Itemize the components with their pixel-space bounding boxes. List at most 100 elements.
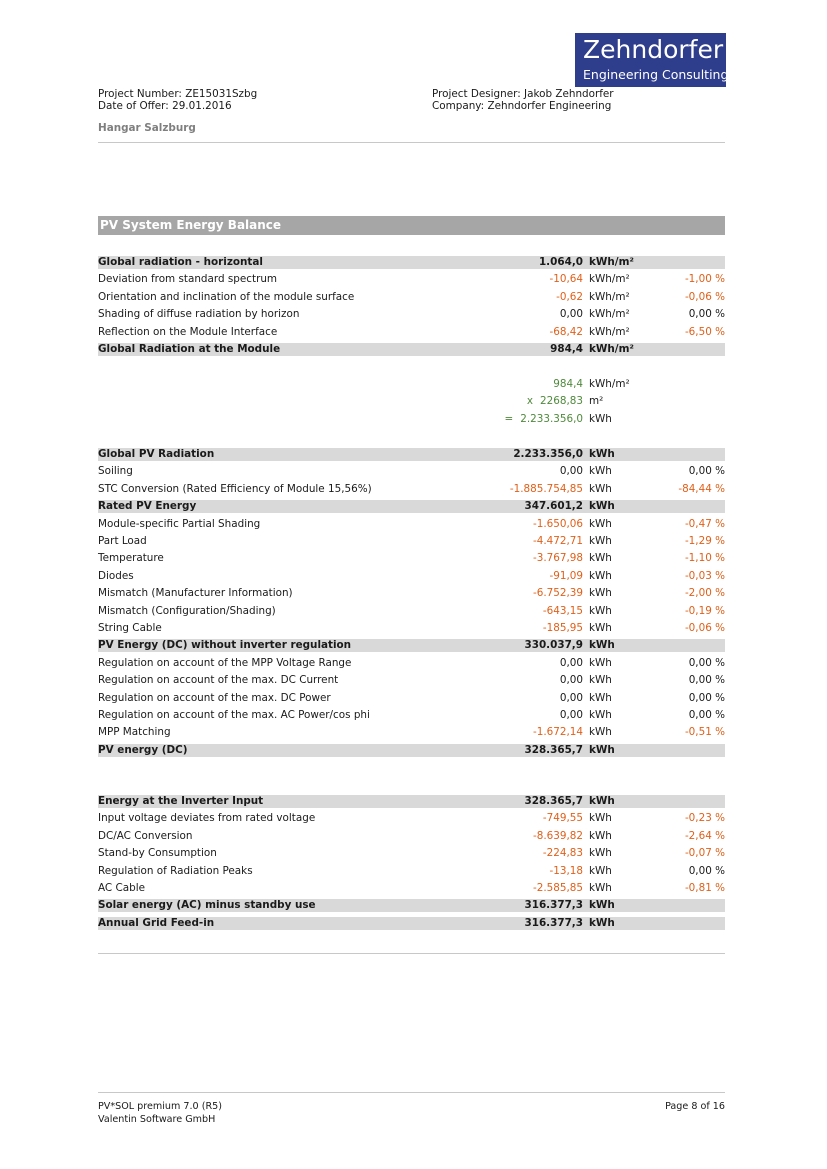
row-unit: kWh	[589, 709, 612, 721]
row-unit: kWh	[589, 812, 612, 825]
table-row: 2.233.356,0 = kWh	[0, 411, 827, 428]
row-unit: kWh/m²	[589, 256, 634, 268]
row-label: Deviation from standard spectrum	[98, 273, 278, 286]
project-designer: Project Designer: Jakob Zehndorfer	[432, 88, 614, 100]
table-row: Stand-by Consumption -224,83 kWh -0,07 %	[0, 845, 827, 862]
row-unit: kWh	[589, 795, 615, 807]
row-label: Regulation on account of the max. DC Pow…	[98, 691, 331, 704]
footer-page: Page 8 of 16	[665, 1101, 725, 1112]
row-label: Stand-by Consumption	[98, 847, 217, 860]
row-label: Energy at the Inverter Input	[98, 795, 264, 807]
row-unit: kWh	[589, 916, 615, 929]
table-row: Regulation on account of the max. DC Cur…	[0, 672, 827, 689]
table-row: Global radiation - horizontal 1.064,0 kWh/…	[0, 254, 827, 271]
row-label: Regulation on account of the max. AC Pow…	[98, 709, 370, 721]
row-percent: -6,50 %	[684, 325, 725, 338]
table-row: Global PV Radiation 2.233.356,0 kWh	[0, 446, 827, 463]
row-unit: kWh	[589, 500, 615, 513]
row-label: AC Cable	[98, 882, 145, 894]
row-label: Temperature	[98, 552, 164, 565]
row-unit: kWh	[589, 535, 612, 547]
row-unit: kWh/m²	[589, 343, 634, 355]
row-value: -8.639,82	[532, 829, 583, 842]
table-row: STC Conversion (Rated Efficiency of Modu…	[0, 481, 827, 498]
row-value: 0,00	[559, 465, 583, 478]
row-percent: -0,06 %	[684, 622, 725, 634]
row-percent: 0,00 %	[688, 864, 725, 877]
row-percent: 0,00 %	[688, 656, 725, 669]
project-name: Hangar Salzburg	[98, 122, 196, 134]
total-row-background	[98, 795, 725, 808]
row-value: 2.233.356,0	[520, 412, 583, 425]
row-label: Mismatch (Configuration/Shading)	[98, 604, 276, 617]
table-row: Diodes -91,09 kWh -0,03 %	[0, 568, 827, 585]
table-row: Rated PV Energy 347.601,2 kWh	[0, 498, 827, 515]
row-percent: -1,10 %	[684, 552, 725, 565]
table-row: Part Load -4.472,71 kWh -1,29 %	[0, 533, 827, 550]
row-value: -749,55	[542, 812, 583, 825]
row-value: 984,4	[553, 378, 583, 390]
row-unit: kWh	[589, 587, 612, 600]
row-value: 328.365,7	[524, 795, 583, 807]
row-label: Mismatch (Manufacturer Information)	[98, 587, 293, 600]
table-row: PV Energy (DC) without inverter regulati…	[0, 637, 827, 654]
row-value: -224,83	[542, 847, 583, 860]
row-value: 316.377,3	[524, 899, 583, 912]
row-label: Annual Grid Feed-in	[98, 916, 215, 929]
logo: Zehndorfer Engineering Consulting	[575, 33, 728, 87]
row-label: Global PV Radiation	[98, 448, 215, 460]
table-row: Global Radiation at the Module 984,4 kWh/m…	[0, 341, 827, 358]
row-value: -1.672,14	[532, 726, 583, 739]
row-unit: kWh	[589, 517, 612, 530]
row-percent: -0,81 %	[684, 882, 725, 894]
row-unit: kWh	[589, 569, 612, 582]
total-row-background	[98, 916, 725, 930]
row-percent: -0,51 %	[684, 726, 725, 739]
row-percent: -0,07 %	[684, 847, 725, 860]
row-label: PV Energy (DC) without inverter regulati…	[98, 639, 352, 652]
row-value: -4.472,71	[532, 535, 583, 547]
row-percent: 0,00 %	[688, 709, 725, 721]
row-value: -6.752,39	[532, 587, 583, 600]
table-row: Temperature -3.767,98 kWh -1,10 %	[0, 550, 827, 567]
row-value: -13,18	[549, 864, 584, 877]
row-operator: =	[504, 412, 514, 425]
row-label: Orientation and inclination of the modul…	[98, 290, 355, 303]
row-label: Rated PV Energy	[98, 500, 197, 513]
row-unit: kWh	[589, 674, 612, 687]
table-row: Reflection on the Module Interface -68,42…	[0, 324, 827, 341]
total-row-background	[98, 448, 725, 461]
row-unit: kWh	[589, 552, 612, 565]
row-percent: -2,64 %	[684, 829, 725, 842]
row-value: 328.365,7	[524, 743, 583, 756]
row-value: 0,00	[559, 308, 583, 321]
row-label: Solar energy (AC) minus standby use	[98, 899, 316, 912]
row-value: 330.037,9	[524, 639, 583, 652]
row-unit: kWh	[589, 482, 612, 495]
table-row: Module-specific Partial Shading -1.650,06…	[0, 516, 827, 533]
total-row-background	[98, 743, 725, 757]
row-percent: -1,00 %	[684, 273, 725, 286]
row-percent: -2,00 %	[684, 587, 725, 600]
row-unit: kWh/m²	[589, 290, 630, 303]
row-value: 0,00	[559, 691, 583, 704]
row-label: Soiling	[98, 465, 133, 478]
table-row: Input voltage deviates from rated voltag…	[0, 810, 827, 827]
table-row: Mismatch (Manufacturer Information) -6.75…	[0, 585, 827, 602]
row-value: 0,00	[559, 709, 583, 721]
divider	[98, 953, 725, 954]
row-unit: kWh	[589, 864, 612, 877]
row-value: 347.601,2	[524, 500, 583, 513]
row-unit: kWh	[589, 465, 612, 478]
row-percent: -1,29 %	[684, 535, 725, 547]
table-row: Regulation of Radiation Peaks -13,18 kWh 0,…	[0, 863, 827, 880]
table-row: AC Cable -2.585,85 kWh -0,81 %	[0, 880, 827, 897]
total-row-background	[98, 899, 725, 913]
row-percent: 0,00 %	[688, 674, 725, 687]
row-label: Module-specific Partial Shading	[98, 517, 261, 530]
table-row: Annual Grid Feed-in 316.377,3 kWh	[0, 915, 827, 932]
footer-software: PV*SOL premium 7.0 (R5)	[98, 1101, 222, 1112]
row-percent: -0,23 %	[684, 812, 725, 825]
table-row: Soiling 0,00 kWh 0,00 %	[0, 463, 827, 480]
row-label: Global radiation - horizontal	[98, 256, 263, 268]
